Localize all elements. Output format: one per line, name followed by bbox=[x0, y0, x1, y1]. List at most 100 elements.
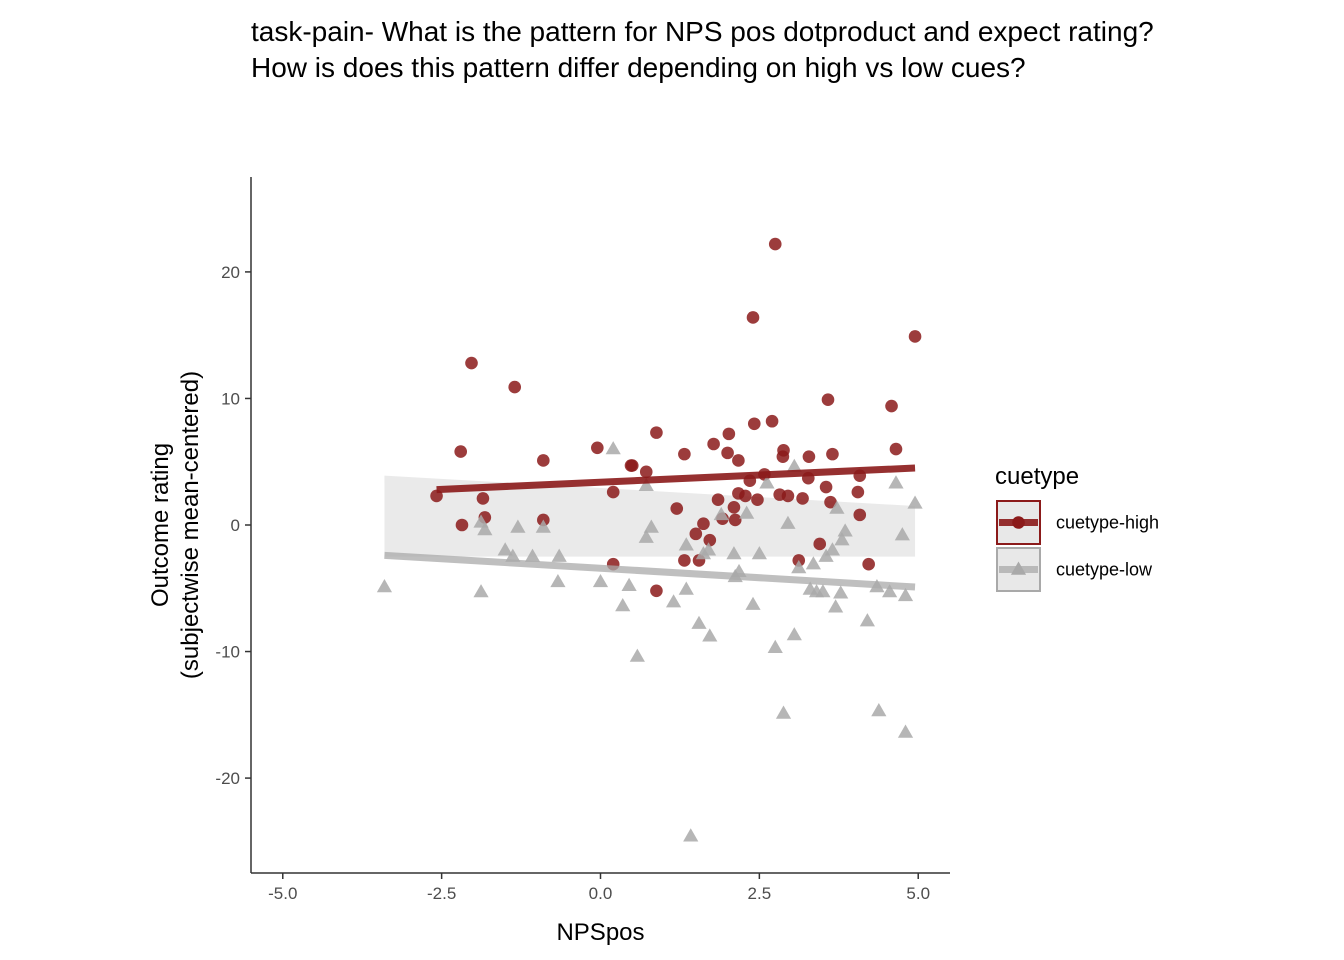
point-cuetype-low-34 bbox=[759, 475, 775, 489]
point-cuetype-low-48 bbox=[829, 500, 845, 514]
points-layer bbox=[376, 237, 923, 842]
point-cuetype-low-35 bbox=[767, 639, 783, 653]
point-cuetype-low-12 bbox=[605, 441, 621, 455]
point-cuetype-high-13 bbox=[625, 459, 639, 472]
point-cuetype-high-24 bbox=[707, 437, 720, 451]
point-cuetype-low-0 bbox=[376, 579, 393, 593]
point-cuetype-high-31 bbox=[732, 454, 745, 467]
point-cuetype-high-52 bbox=[824, 495, 837, 509]
point-cuetype-low-39 bbox=[786, 458, 802, 472]
x-axis-title: NPSpos bbox=[556, 919, 644, 946]
point-cuetype-low-11 bbox=[592, 573, 609, 588]
point-cuetype-high-15 bbox=[650, 426, 663, 439]
point-cuetype-high-36 bbox=[747, 417, 761, 431]
point-cuetype-high-53 bbox=[826, 447, 839, 461]
point-cuetype-high-9 bbox=[591, 441, 604, 455]
point-cuetype-high-22 bbox=[697, 517, 710, 531]
point-cuetype-low-26 bbox=[702, 628, 718, 642]
point-cuetype-high-10 bbox=[606, 485, 620, 499]
point-cuetype-high-37 bbox=[751, 493, 764, 506]
point-cuetype-low-2 bbox=[473, 584, 489, 598]
point-cuetype-low-51 bbox=[833, 585, 849, 599]
point-cuetype-high-44 bbox=[781, 489, 795, 503]
y-tick-label-3: 10 bbox=[221, 389, 240, 408]
point-cuetype-high-27 bbox=[721, 446, 734, 460]
x-tick-label-4: 5.0 bbox=[906, 884, 930, 903]
y-tick-label-4: 20 bbox=[221, 263, 240, 282]
point-cuetype-low-10 bbox=[551, 548, 567, 562]
point-cuetype-high-55 bbox=[853, 508, 867, 522]
point-cuetype-low-6 bbox=[510, 519, 526, 533]
point-cuetype-high-30 bbox=[728, 513, 742, 527]
point-cuetype-high-50 bbox=[819, 480, 833, 494]
point-cuetype-low-28 bbox=[726, 546, 742, 560]
point-cuetype-high-14 bbox=[639, 465, 653, 479]
confidence-band-1 bbox=[384, 475, 916, 557]
legend-item-cuetype-low: cuetype-low bbox=[996, 547, 1153, 592]
point-cuetype-low-32 bbox=[745, 596, 761, 610]
point-cuetype-high-7 bbox=[537, 454, 550, 467]
point-cuetype-low-55 bbox=[882, 584, 898, 598]
confidence-band-layer bbox=[384, 475, 916, 557]
y-tick-label-0: -20 bbox=[215, 769, 240, 788]
point-cuetype-high-19 bbox=[678, 554, 691, 567]
point-cuetype-high-51 bbox=[821, 393, 835, 407]
point-cuetype-low-13 bbox=[615, 597, 631, 612]
point-cuetype-low-33 bbox=[751, 546, 767, 560]
point-cuetype-high-58 bbox=[885, 399, 898, 413]
x-tick-label-0: -5.0 bbox=[268, 884, 297, 903]
point-cuetype-high-2 bbox=[455, 518, 469, 532]
chart-title: task-pain- What is the pattern for NPS p… bbox=[251, 14, 1344, 86]
point-cuetype-high-33 bbox=[739, 489, 752, 503]
legend: cuetype cuetype-high cuetype-low bbox=[995, 463, 1159, 592]
point-cuetype-high-46 bbox=[796, 492, 809, 505]
point-cuetype-low-60 bbox=[907, 495, 923, 509]
x-tick-label-1: -2.5 bbox=[427, 884, 456, 903]
point-cuetype-low-19 bbox=[665, 594, 682, 608]
legend-item-cuetype-high: cuetype-high bbox=[996, 500, 1159, 545]
point-cuetype-low-23 bbox=[691, 615, 707, 629]
point-cuetype-low-25 bbox=[700, 542, 717, 556]
point-cuetype-low-15 bbox=[629, 648, 645, 662]
point-cuetype-low-36 bbox=[775, 705, 792, 719]
point-cuetype-low-56 bbox=[888, 475, 904, 489]
y-tick-label-1: -10 bbox=[215, 643, 240, 662]
point-cuetype-high-18 bbox=[678, 447, 691, 461]
legend-label-0: cuetype-high bbox=[1056, 513, 1159, 533]
legend-key-marker-1 bbox=[1010, 561, 1027, 575]
point-cuetype-high-57 bbox=[862, 557, 875, 571]
point-cuetype-high-59 bbox=[889, 442, 903, 456]
point-cuetype-low-58 bbox=[897, 724, 914, 738]
point-cuetype-low-52 bbox=[859, 613, 875, 627]
y-axis-title-line-0: Outcome rating bbox=[147, 443, 174, 607]
point-cuetype-high-28 bbox=[722, 427, 736, 441]
chart-title-line-1: task-pain- What is the pattern for NPS p… bbox=[251, 16, 1154, 47]
y-axis-title-line-1: (subjectwise mean-centered) bbox=[177, 371, 204, 679]
legend-title: cuetype bbox=[995, 463, 1079, 490]
point-cuetype-high-48 bbox=[802, 450, 816, 463]
fit-line-cuetype-low bbox=[384, 551, 916, 591]
point-cuetype-high-1 bbox=[454, 445, 468, 458]
point-cuetype-low-18 bbox=[643, 519, 659, 533]
point-cuetype-low-44 bbox=[815, 584, 831, 598]
point-cuetype-low-14 bbox=[621, 577, 637, 591]
point-cuetype-low-54 bbox=[871, 703, 887, 717]
point-cuetype-high-25 bbox=[711, 493, 725, 506]
fit-line-cuetype-high bbox=[436, 464, 916, 494]
axes: -5.0 -2.5 0.0 2.5 5.0 -20 -10 0 10 20 NPSpos Outcom… bbox=[147, 177, 950, 946]
point-cuetype-low-9 bbox=[550, 573, 566, 588]
point-cuetype-low-46 bbox=[824, 542, 841, 556]
point-cuetype-high-40 bbox=[768, 237, 782, 251]
y-tick-label-2: 0 bbox=[231, 516, 240, 535]
fit-lines-layer bbox=[384, 464, 916, 591]
point-cuetype-low-22 bbox=[683, 828, 699, 842]
point-cuetype-low-50 bbox=[837, 523, 853, 537]
point-cuetype-low-4 bbox=[497, 542, 513, 556]
chart-title-line-2: How is does this pattern differ dependin… bbox=[251, 52, 1026, 83]
point-cuetype-low-8 bbox=[535, 519, 551, 533]
point-cuetype-high-6 bbox=[508, 380, 522, 394]
point-cuetype-high-60 bbox=[908, 330, 922, 343]
point-cuetype-high-23 bbox=[703, 533, 717, 547]
point-cuetype-low-31 bbox=[739, 505, 755, 519]
